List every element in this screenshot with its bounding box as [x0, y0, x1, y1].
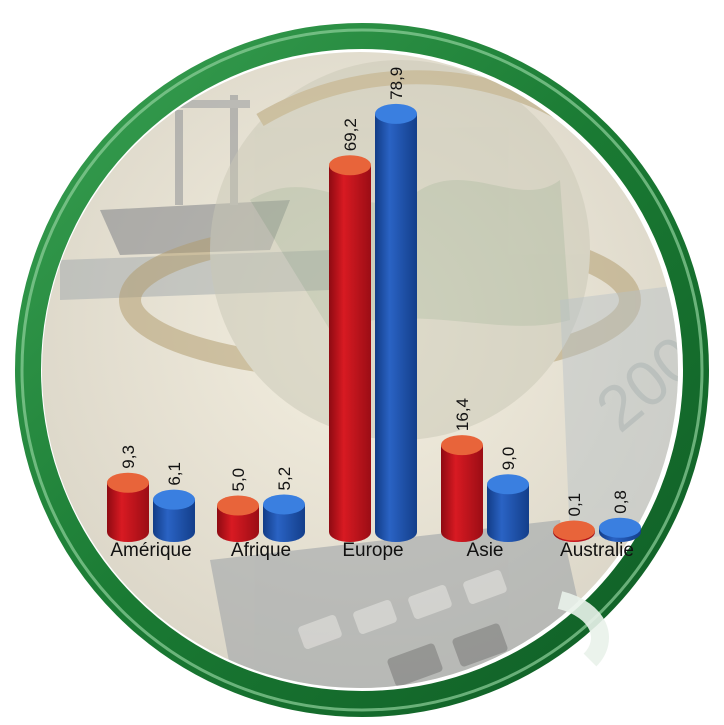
bar-top [217, 495, 259, 516]
value-label: 9,0 [499, 447, 518, 471]
bar-body [217, 505, 259, 542]
bar-top [441, 435, 483, 456]
value-label: 9,3 [119, 445, 138, 469]
bar-body [329, 165, 371, 543]
bar [329, 155, 371, 543]
bar-top [153, 489, 195, 510]
bar [217, 495, 259, 542]
bar-top [329, 155, 371, 176]
value-label: 6,1 [165, 462, 184, 486]
bar [553, 520, 595, 542]
bar [263, 494, 305, 542]
value-label: 69,2 [341, 118, 360, 151]
bar-body [441, 445, 483, 542]
bar-top [487, 474, 529, 495]
category-label: Europe [342, 540, 403, 561]
bar [487, 474, 529, 542]
category-label: Asie [467, 540, 504, 561]
chart-marks: 9,3 6,1 Amérique 5,0 5,2 Afrique 69,2 78,9 Europ… [107, 67, 641, 561]
value-label: 0,1 [565, 493, 584, 517]
value-label: 5,2 [275, 467, 294, 491]
bar-top [599, 517, 641, 538]
value-label: 0,8 [611, 490, 630, 514]
value-label: 78,9 [387, 67, 406, 100]
bar-top [263, 494, 305, 515]
bar-body [487, 484, 529, 542]
bar [375, 103, 417, 542]
category-label: Australie [560, 540, 634, 561]
value-label: 5,0 [229, 468, 248, 492]
value-label: 16,4 [453, 398, 472, 431]
bar-body [153, 499, 195, 542]
banknote-icon: 200 [560, 280, 678, 540]
category-label: Afrique [231, 540, 291, 561]
bar-top [375, 103, 417, 124]
bar-body [375, 113, 417, 542]
bar [153, 489, 195, 542]
bar [107, 472, 149, 542]
bar [599, 517, 641, 542]
bar-top [107, 472, 149, 493]
bar-top [553, 520, 595, 541]
bar [441, 435, 483, 542]
bar-body [107, 482, 149, 542]
bar-body [263, 504, 305, 542]
category-label: Amérique [110, 540, 191, 561]
green-ring [15, 23, 709, 717]
